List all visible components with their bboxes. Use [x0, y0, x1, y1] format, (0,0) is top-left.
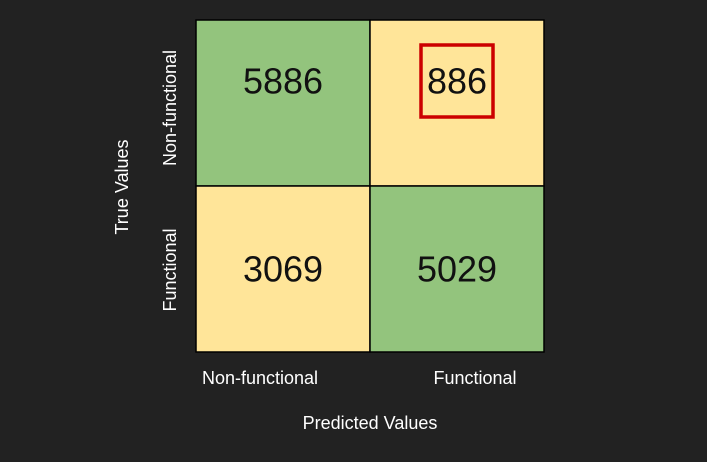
y-tick-label-1: Functional [160, 228, 180, 311]
highlight-box [419, 43, 495, 119]
y-tick-label-0: Non-functional [160, 50, 180, 166]
cell-value-r0-c1: 886 [427, 61, 487, 102]
matrix-cell-r1-c1 [369, 185, 545, 353]
matrix-cell-r1-c0 [195, 185, 371, 353]
cell-value-r0-c0: 5886 [243, 61, 323, 102]
x-tick-label-0: Non-functional [202, 368, 318, 388]
matrix-cell-r0-c1 [369, 19, 545, 187]
tick-labels: Non-functional Functional Non-functional Fu… [160, 50, 517, 388]
y-axis-label: True Values [112, 139, 132, 234]
cell-value-r1-c1: 5029 [417, 249, 497, 290]
matrix-cells: 5886 886 3069 5029 [195, 19, 545, 353]
x-tick-label-1: Functional [433, 368, 516, 388]
matrix-cell-r0-c0 [195, 19, 371, 187]
x-axis-label: Predicted Values [303, 413, 438, 433]
cell-value-r1-c0: 3069 [243, 249, 323, 290]
